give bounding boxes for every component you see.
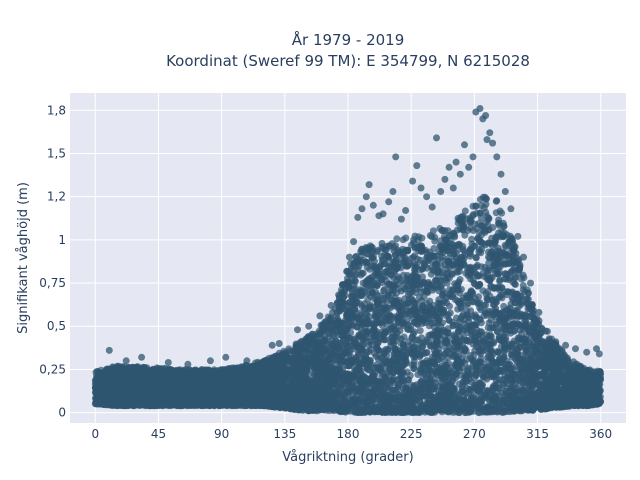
data-point xyxy=(378,239,386,247)
data-point xyxy=(359,269,367,277)
data-point xyxy=(402,234,410,242)
data-point xyxy=(472,253,480,261)
data-point xyxy=(393,235,401,243)
data-point xyxy=(446,302,453,310)
data-point xyxy=(519,282,527,289)
scatter-points xyxy=(91,105,605,417)
data-point xyxy=(492,209,500,217)
